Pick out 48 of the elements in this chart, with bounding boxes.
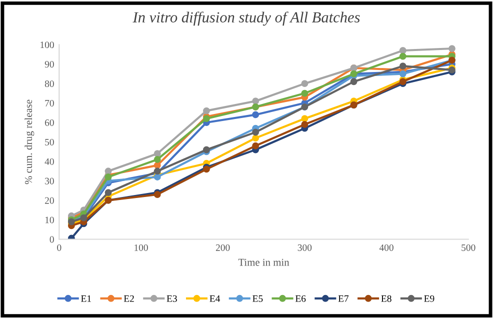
x-tick-label: 0 (57, 244, 62, 251)
legend-label: E3 (166, 295, 177, 302)
y-axis-title: % cum. drug release (24, 100, 34, 184)
point (301, 90, 308, 97)
legend-label: E6 (295, 295, 306, 302)
chart-title: In vitro diffusion study of All Batches (132, 12, 360, 26)
point (252, 111, 260, 118)
legend-label: E9 (424, 295, 434, 302)
y-tick-label: 60 (44, 119, 54, 126)
point (252, 98, 260, 105)
point (104, 189, 112, 196)
legend-label: E2 (124, 295, 134, 302)
legend-label: E7 (338, 295, 349, 302)
x-axis-title: Time in min (238, 258, 290, 266)
y-tick-label: 100 (40, 42, 54, 48)
y-tick-label: 70 (45, 100, 54, 107)
x-tick-label: 500 (462, 244, 476, 251)
point (252, 142, 260, 150)
point (154, 156, 161, 163)
y-tick-label: 0 (50, 236, 54, 243)
point (301, 80, 308, 88)
y-tick-label: 30 (45, 178, 54, 184)
x-tick-label: 200 (216, 244, 230, 251)
x-tick-label: 100 (134, 244, 148, 251)
point (399, 47, 406, 54)
point (202, 107, 210, 114)
point (252, 128, 260, 136)
legend-label: E4 (210, 295, 220, 302)
point (252, 134, 260, 142)
point (301, 115, 308, 122)
legend-label: E8 (381, 295, 392, 302)
x-tick-label: 400 (379, 244, 394, 251)
point (399, 52, 406, 60)
y-tick-label: 80 (44, 80, 54, 88)
x-tick-label: 300 (298, 244, 312, 251)
point (301, 120, 308, 128)
legend-label: E1 (81, 295, 91, 302)
y-tick-label: 50 (45, 138, 54, 146)
y-tick-label: 40 (44, 158, 54, 165)
point (154, 150, 161, 158)
y-tick-label: 10 (45, 216, 54, 224)
point (104, 168, 112, 175)
y-tick-label: 90 (44, 61, 54, 68)
point (399, 62, 406, 70)
legend-label: E5 (252, 295, 263, 302)
point (448, 45, 456, 52)
y-tick-label: 20 (45, 197, 54, 204)
point (350, 78, 358, 86)
